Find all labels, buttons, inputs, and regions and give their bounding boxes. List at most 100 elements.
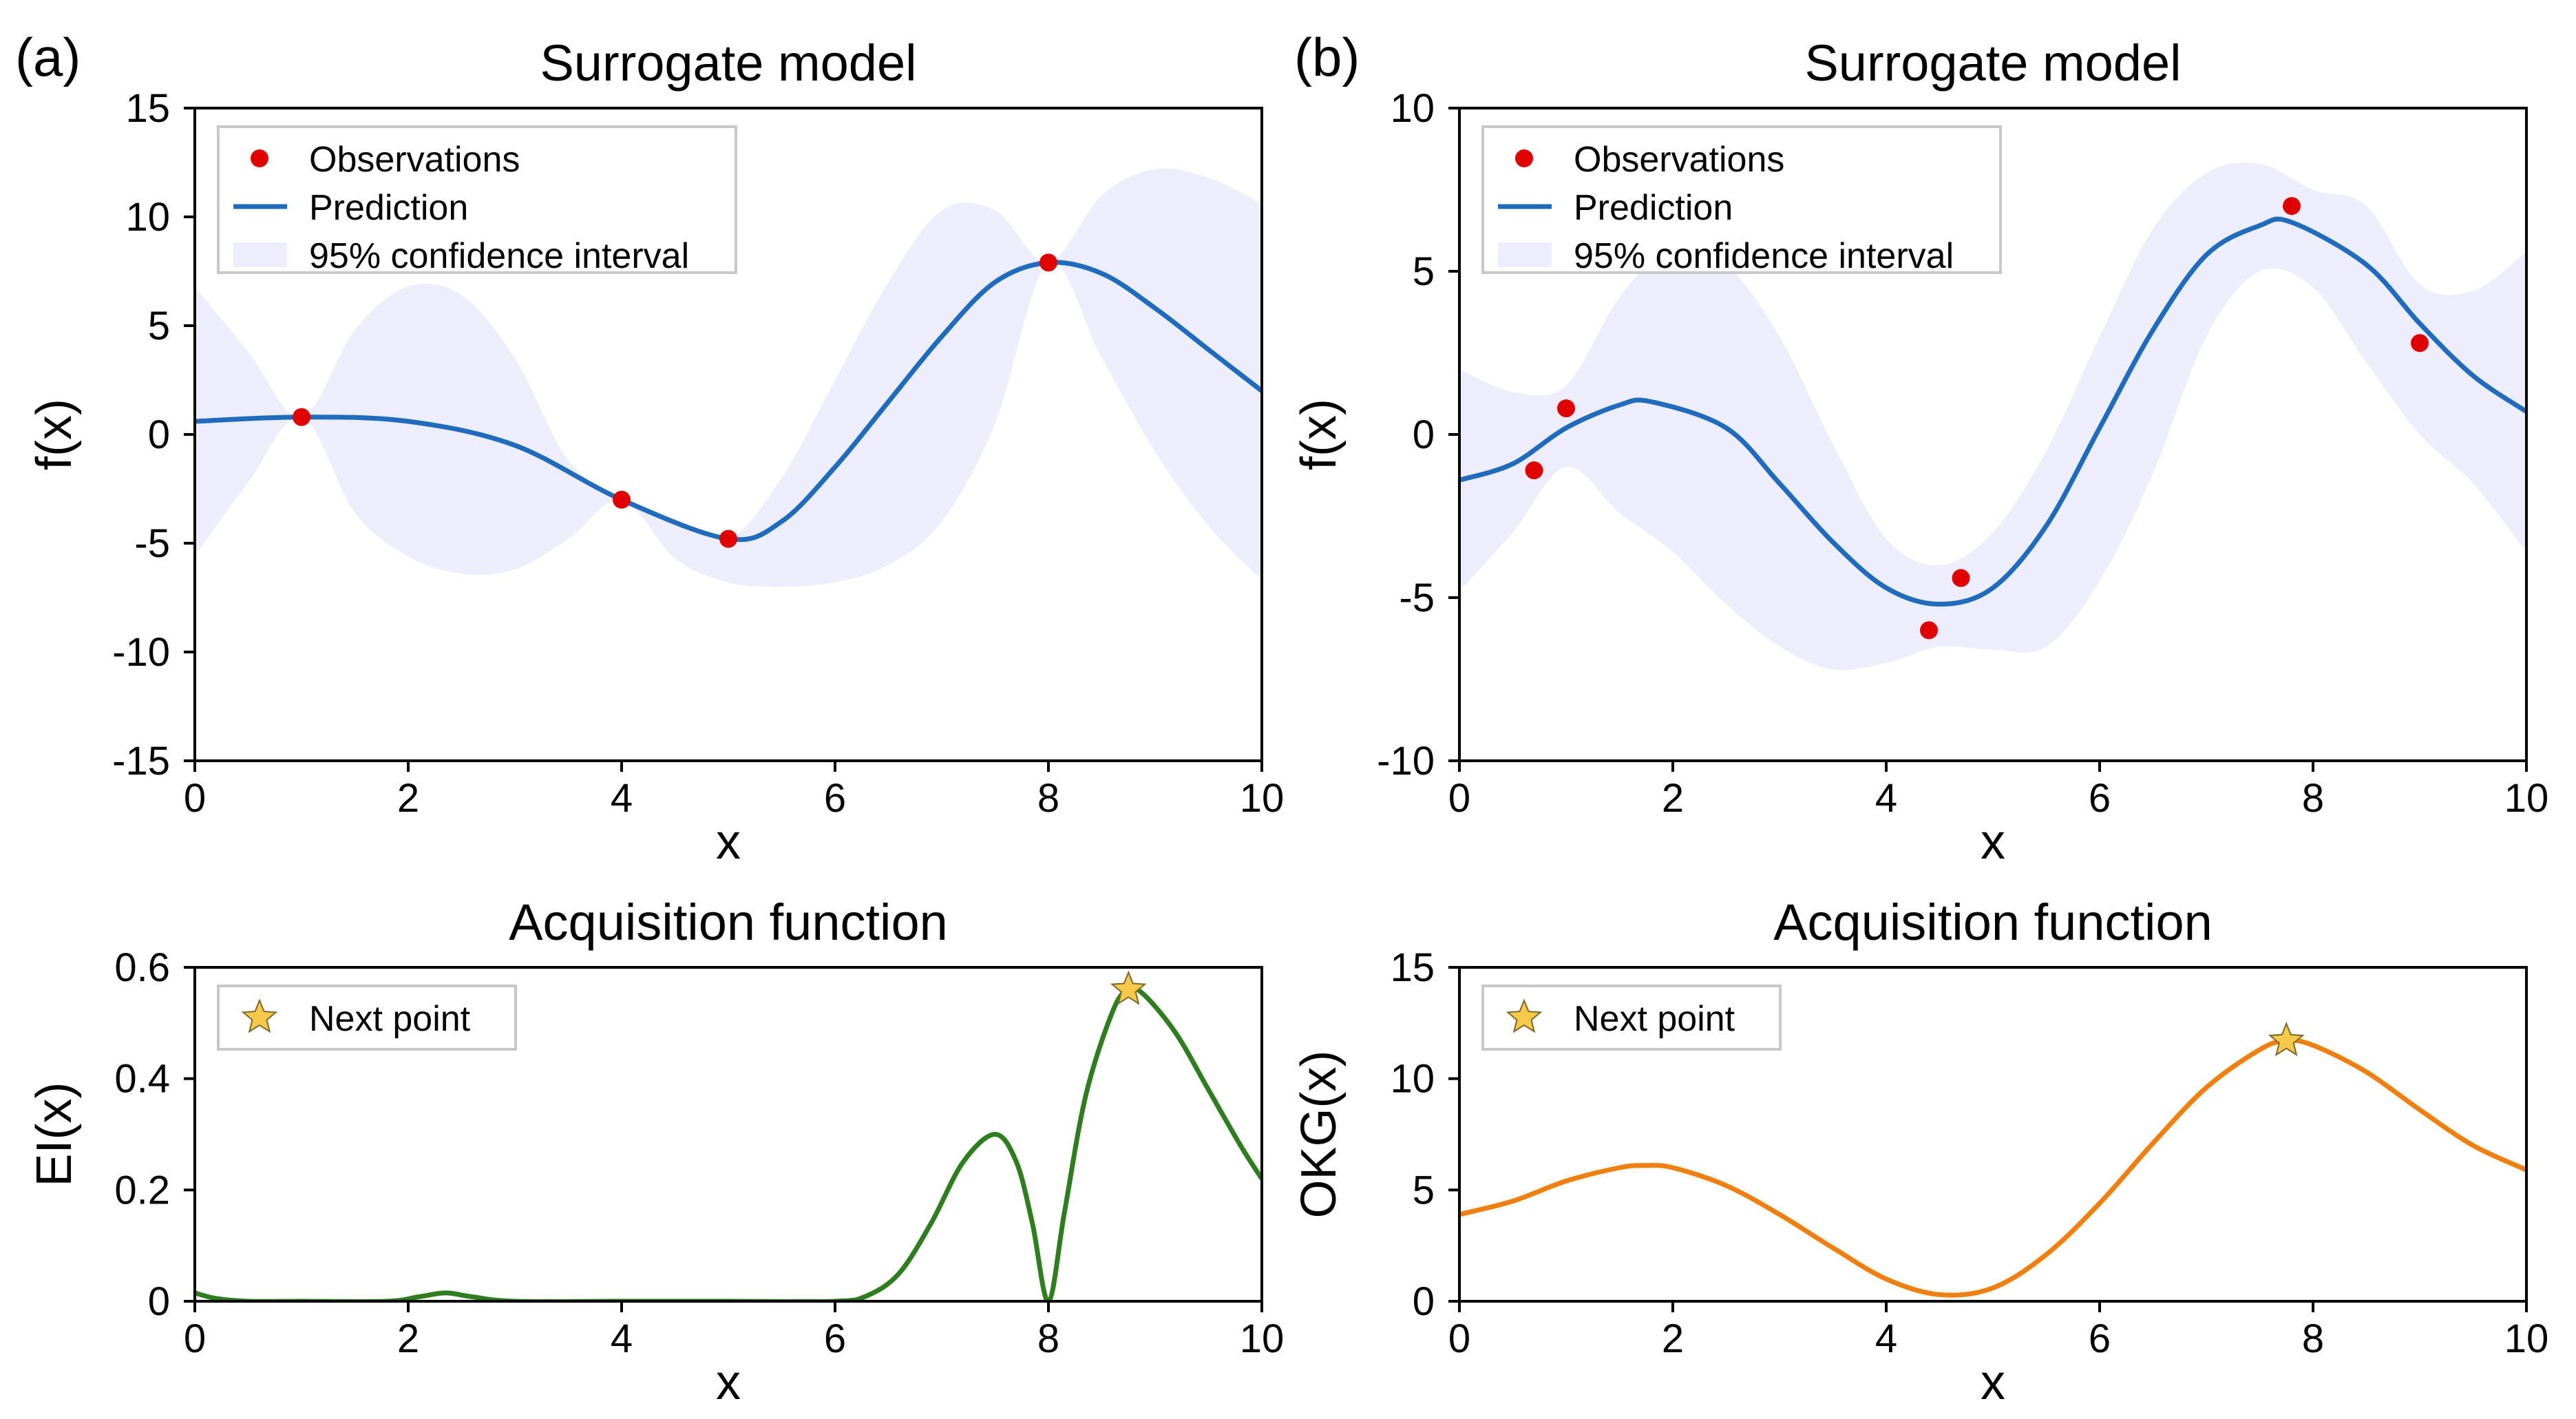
panel-label: (a) [15, 27, 81, 87]
y-tick-label: 5 [148, 304, 170, 348]
legend-confidence-swatch [1498, 242, 1552, 267]
legend-label: Prediction [1574, 188, 1733, 228]
x-tick-label: 10 [2504, 776, 2549, 821]
axes-frame [1458, 966, 2528, 1303]
y-tick-label: 10 [1390, 1057, 1435, 1102]
y-tick-label: -10 [112, 630, 170, 675]
legend: Observations Prediction 95% confidence int… [217, 125, 737, 276]
x-tick-label: 4 [611, 1316, 633, 1361]
x-tick-label: 0 [1448, 1316, 1470, 1361]
y-tick-label: 0.6 [114, 945, 170, 990]
y-tick-label: 5 [1413, 1168, 1435, 1212]
plot-area [1459, 162, 2526, 671]
x-tick-label: 0 [1448, 776, 1470, 821]
x-tick-label: 8 [2302, 1316, 2324, 1361]
chart-panel-2: 0 2 4 6 8 10 -10 -5 0 5 10 Surrogate model x f(x) (b) O… [1291, 27, 2548, 870]
x-tick-label: 10 [1240, 776, 1285, 821]
legend-observation-marker [1515, 149, 1533, 167]
observation-point [1952, 569, 1970, 587]
observation-point [719, 529, 737, 548]
chart-title: Acquisition function [1773, 894, 2213, 951]
legend-label: 95% confidence interval [1574, 236, 1954, 276]
legend-box [217, 125, 737, 274]
x-axis-label: x [716, 1355, 741, 1410]
observation-point [1920, 621, 1938, 640]
y-tick-label: 15 [1390, 945, 1435, 990]
prediction-line [1459, 216, 2526, 607]
y-axis-label: f(x) [1291, 399, 1347, 470]
panel-label: (b) [1294, 27, 1360, 87]
y-tick-label: -5 [134, 521, 170, 566]
x-tick-label: 10 [1240, 1316, 1285, 1361]
x-tick-label: 4 [1875, 776, 1897, 821]
observation-point [2411, 334, 2429, 353]
x-tick-label: 0 [184, 776, 206, 821]
chart-panel-4: 0 2 4 6 8 10 0 5 10 15 Acquisition function x OKG(x)… [1291, 894, 2548, 1410]
y-axis-label: OKG(x) [1291, 1051, 1347, 1219]
chart-panel-1: 0 2 4 6 8 10 -15 -10 -5 0 5 10 15 Surrogate model x f(x… [15, 27, 1284, 870]
x-tick-label: 10 [2504, 1316, 2549, 1361]
y-tick-label: -10 [1377, 739, 1435, 784]
chart-title: Surrogate model [1804, 34, 2181, 92]
next-point-star [1110, 970, 1147, 1005]
legend-box [1481, 125, 2002, 274]
confidence-band [195, 168, 1262, 587]
x-tick-label: 8 [1037, 1316, 1059, 1361]
plot-area [195, 168, 1262, 587]
x-tick-label: 0 [184, 1316, 206, 1361]
x-tick-label: 4 [611, 776, 633, 821]
observation-point [1525, 461, 1543, 480]
prediction-line [195, 260, 1262, 543]
y-axis-label: f(x) [27, 399, 82, 470]
legend: Observations Prediction 95% confidence int… [1481, 125, 2002, 276]
chart-title: Surrogate model [540, 34, 916, 92]
x-tick-label: 2 [397, 1316, 419, 1361]
chart-title: Acquisition function [509, 894, 948, 951]
x-tick-label: 6 [2089, 776, 2111, 821]
x-tick-label: 2 [1662, 1316, 1684, 1361]
observation-point [1039, 253, 1057, 272]
y-tick-label: 0.2 [114, 1168, 170, 1212]
y-tick-label: 0 [1413, 412, 1435, 457]
x-tick-label: 6 [2089, 1316, 2111, 1361]
observation-point [613, 490, 631, 509]
x-tick-label: 2 [1662, 776, 1684, 821]
legend-label: Observations [1574, 140, 1784, 180]
legend-label: Observations [309, 140, 520, 180]
confidence-band [1459, 162, 2526, 671]
y-tick-label: 0.4 [114, 1057, 170, 1102]
observation-point [2283, 197, 2301, 216]
legend-label: Next point [309, 999, 471, 1039]
legend-confidence-swatch [233, 242, 287, 267]
legend-star-marker [241, 998, 278, 1033]
legend: Next point [217, 985, 517, 1051]
observation-point [1557, 399, 1575, 418]
legend-observation-marker [251, 149, 268, 167]
chart-panel-3: 0 2 4 6 8 10 0 0.2 0.4 0.6 Acquisition function x EI… [27, 894, 1284, 1410]
y-tick-label: -15 [112, 739, 170, 784]
legend-label: Next point [1574, 999, 1735, 1039]
observation-point [293, 408, 310, 426]
y-tick-label: 0 [148, 1279, 170, 1324]
acquisition-line [1459, 1038, 2526, 1298]
x-tick-label: 2 [397, 776, 419, 821]
x-tick-label: 6 [824, 776, 846, 821]
axes-frame [193, 966, 1263, 1303]
plot-area [1459, 1038, 2526, 1298]
legend: Next point [1481, 985, 1782, 1051]
x-tick-label: 6 [824, 1316, 846, 1361]
legend-label: 95% confidence interval [309, 236, 689, 276]
y-tick-label: 15 [125, 86, 170, 131]
x-tick-label: 4 [1875, 1316, 1897, 1361]
y-tick-label: -5 [1399, 576, 1435, 620]
y-tick-label: 0 [1413, 1279, 1435, 1324]
x-tick-label: 8 [1037, 776, 1059, 821]
x-axis-label: x [716, 814, 741, 870]
x-axis-label: x [1981, 814, 2005, 870]
x-axis-label: x [1981, 1355, 2005, 1410]
legend-label: Prediction [309, 188, 468, 228]
next-point-star [2268, 1022, 2305, 1057]
y-tick-label: 10 [125, 195, 170, 240]
y-axis-label: EI(x) [27, 1082, 82, 1187]
